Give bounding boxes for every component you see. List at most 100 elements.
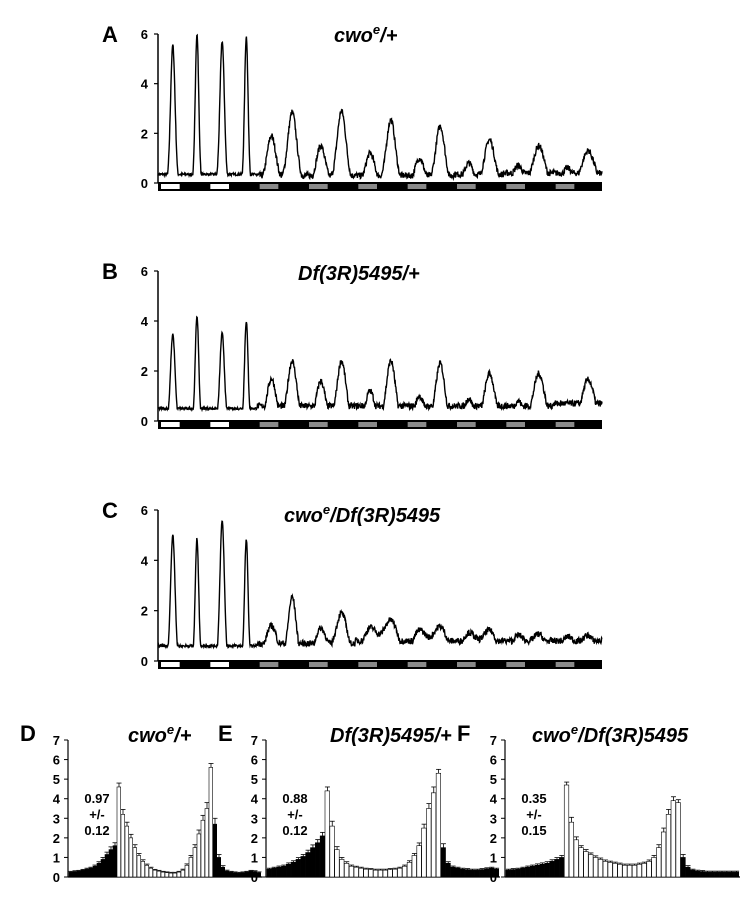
bar-light: [617, 863, 623, 878]
bar-dark: [469, 869, 475, 878]
bar-dark: [455, 867, 461, 878]
panel-b: B Df(3R)5495/+ 0 2 4 6: [102, 259, 603, 429]
bar-light: [184, 864, 190, 878]
panel-letter-b: B: [102, 259, 118, 284]
bar-dark: [549, 861, 555, 878]
bar-light: [156, 870, 162, 878]
light-bar-segment: [457, 184, 476, 189]
panel-title-d: cwoe/+: [128, 722, 192, 747]
bar-light: [168, 872, 174, 878]
bar-dark: [224, 870, 230, 878]
bar-dark: [474, 869, 480, 878]
bar-light: [431, 792, 437, 878]
y-tick-label: 7: [490, 733, 497, 748]
light-bar-segment: [555, 662, 575, 667]
y-tick-label: 1: [490, 850, 497, 865]
light-bar-segment: [555, 184, 575, 189]
bar-dark: [719, 871, 725, 878]
bar-light: [204, 808, 210, 878]
light-bar-segment: [309, 422, 328, 427]
panel-letter-f: F: [457, 721, 470, 746]
bar-dark: [310, 847, 316, 878]
light-bar-segment: [358, 184, 377, 189]
bar-dark: [690, 869, 696, 878]
y-tick-label: 4: [141, 553, 149, 568]
y-tick-label: 5: [53, 772, 60, 787]
annotation-pm: +/-: [287, 807, 303, 822]
y-tick-label: 1: [251, 850, 258, 865]
bar-light: [132, 847, 138, 878]
bar-dark: [529, 865, 536, 878]
bar-dark: [216, 857, 222, 878]
bar-dark: [305, 852, 311, 878]
bar-dark: [539, 863, 545, 878]
bar-dark: [525, 866, 531, 878]
bar-dark: [315, 842, 321, 878]
panel-title-b: Df(3R)5495/+: [298, 263, 420, 285]
light-bar-segment: [309, 184, 328, 189]
bar-dark: [96, 862, 102, 878]
bar-light: [164, 872, 170, 878]
bar-light: [116, 786, 122, 878]
y-tick-label: 7: [53, 733, 60, 748]
y-tick-label: 4: [251, 792, 259, 807]
bar-light: [627, 864, 633, 878]
annotation-error: 0.12: [282, 823, 307, 838]
panel-title-f: cwoe/Df(3R)5495: [532, 722, 689, 747]
bar-dark: [300, 856, 306, 878]
light-bar-segment: [407, 184, 427, 189]
annotation-value: 0.35: [521, 791, 546, 806]
panel-title-e: Df(3R)5495/+: [330, 725, 452, 747]
y-tick-label: 2: [141, 126, 148, 141]
bar-dark: [100, 859, 106, 878]
bar-light: [435, 772, 442, 878]
light-dark-bar: [158, 420, 602, 429]
annotation-value: 0.88: [282, 791, 307, 806]
bar-dark: [236, 872, 242, 878]
bar-light: [406, 862, 413, 878]
bar-dark: [510, 869, 516, 878]
bar-light: [665, 814, 672, 878]
annotation-error: 0.15: [521, 823, 546, 838]
bar-dark: [84, 868, 90, 878]
panel-e: E Df(3R)5495/+ 0 1 2 3 4 5 6 7 0.88+/-0.12: [218, 721, 500, 885]
bar-dark: [228, 871, 234, 878]
bar-dark: [733, 871, 740, 878]
bar-light: [368, 869, 374, 878]
bar-dark: [108, 849, 114, 878]
bar-light: [622, 864, 628, 878]
bar-light: [196, 833, 202, 878]
bar-light: [208, 767, 214, 878]
activity-trace-b: [157, 315, 603, 413]
bar-dark: [266, 868, 272, 878]
bar-dark: [520, 867, 526, 878]
y-tick-label: 6: [490, 753, 497, 768]
bar-light: [641, 862, 647, 878]
bar-light: [583, 851, 589, 878]
light-bar-segment: [210, 662, 229, 667]
bar-light: [344, 862, 350, 878]
bar-dark: [714, 871, 720, 878]
y-tick-label: 4: [141, 314, 149, 329]
bar-dark: [464, 869, 471, 878]
bar-light: [124, 825, 130, 878]
bar-light: [140, 861, 146, 878]
bar-light: [416, 845, 422, 878]
light-bar-segment: [407, 422, 427, 427]
y-tick-label: 6: [141, 27, 148, 42]
bar-dark: [445, 862, 451, 878]
bar-dark: [232, 872, 238, 878]
bar-light: [136, 855, 142, 878]
y-tick-label: 0: [490, 870, 497, 885]
y-tick-label: 5: [251, 772, 258, 787]
bar-light: [426, 808, 432, 878]
bar-dark: [80, 869, 86, 878]
y-tick-label: 3: [251, 811, 258, 826]
annotation-pm: +/-: [89, 807, 105, 822]
bar-light: [670, 800, 676, 878]
y-tick-label: 2: [141, 604, 148, 619]
bar-light: [200, 819, 206, 878]
bar-light: [324, 790, 330, 878]
bar-light: [563, 784, 570, 878]
